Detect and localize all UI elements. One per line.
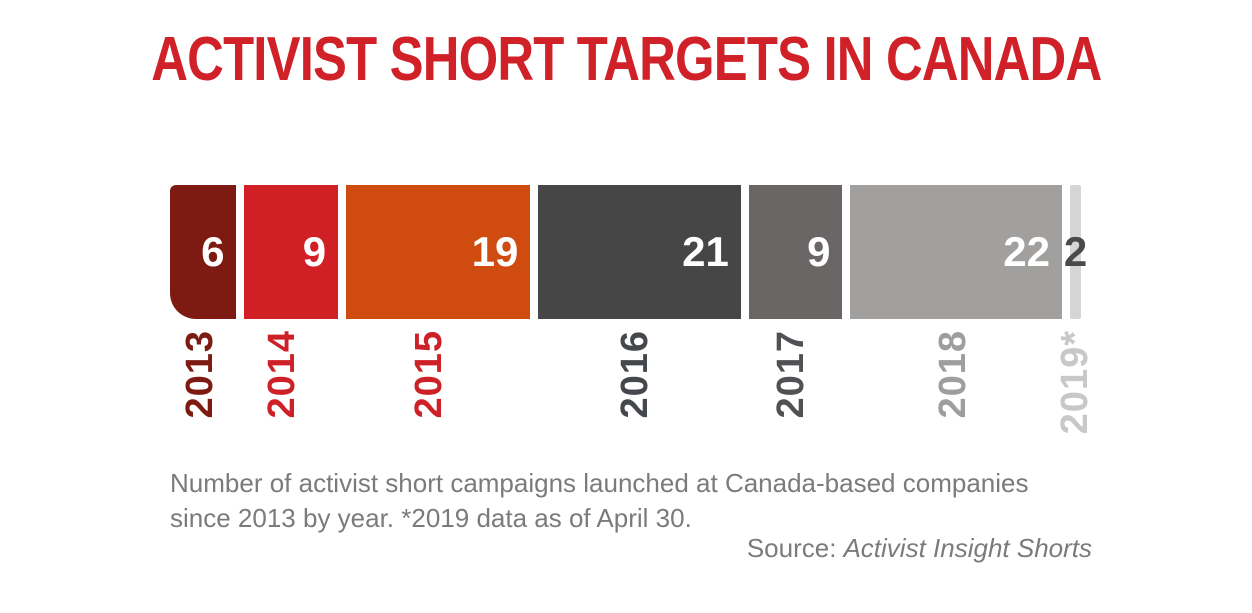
bar-strip: 6 9 19 21 9 22 2 [170,185,1087,319]
year-label-2015: 2015 [407,330,450,419]
bar-segment-2017: 9 [748,185,843,319]
bar-chart: 6 9 19 21 9 22 2 2013 [170,185,1097,452]
year-label-2019: 2019* [1054,330,1097,435]
bar-segment-2015: 19 [346,185,531,319]
value-label-2013: 6 [201,228,225,275]
bar-segment-2019: 2 [1064,185,1087,319]
year-cell-2019: 2019* [1054,330,1096,452]
value-label-2018: 22 [1003,228,1050,275]
page-title: ACTIVIST SHORT TARGETS IN CANADA [0,28,1252,92]
year-axis: 2013 2014 2015 2016 2017 2018 2019* [170,330,1097,452]
year-cell-2016: 2016 [531,330,739,452]
year-label-2016: 2016 [613,330,656,419]
value-label-2015: 19 [471,228,519,275]
caption-line-2: since 2013 by year. *2019 data as of Apr… [170,503,692,533]
bar-segment-2018: 22 [850,185,1062,319]
chart-caption: Number of activist short campaigns launc… [170,466,1110,536]
source-name: Activist Insight Shorts [843,533,1092,563]
bar-segment-2014: 9 [244,185,339,319]
value-label-2014: 9 [302,228,327,275]
value-label-2019: 2 [1063,228,1088,275]
bar-segment-2013: 6 [170,185,237,319]
year-label-2014: 2014 [261,330,304,419]
source-line: Source: Activist Insight Shorts [170,531,1092,566]
caption-line-1: Number of activist short campaigns launc… [170,468,1029,498]
year-label-2017: 2017 [770,330,813,419]
year-cell-2015: 2015 [335,330,523,452]
year-label-2018: 2018 [932,330,974,419]
source-prefix: Source: [746,533,837,563]
page-title-text: ACTIVIST SHORT TARGETS IN CANADA [150,25,1102,94]
value-label-2017: 9 [807,228,831,275]
year-cell-2017: 2017 [747,330,836,452]
value-label-2016: 21 [682,228,729,275]
year-label-2013: 2013 [178,330,221,419]
year-cell-2014: 2014 [237,330,326,452]
bar-segment-2016: 21 [538,185,741,319]
year-cell-2018: 2018 [844,330,1062,452]
year-cell-2013: 2013 [170,330,229,452]
